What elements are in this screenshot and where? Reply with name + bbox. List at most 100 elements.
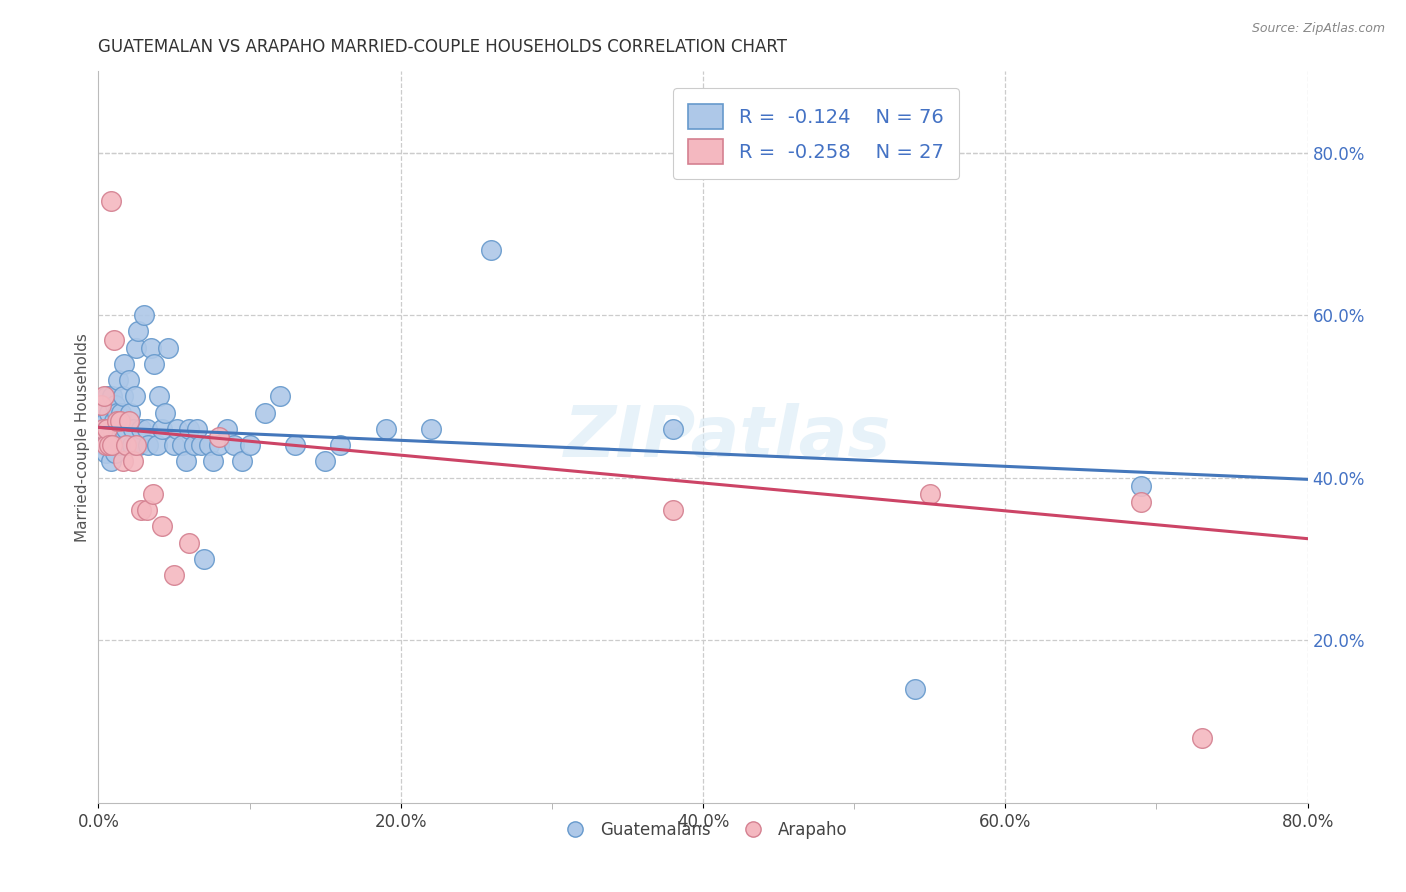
Point	[146, 438, 169, 452]
Point	[918, 487, 941, 501]
Point	[105, 414, 128, 428]
Point	[100, 194, 122, 209]
Point	[100, 454, 122, 468]
Point	[103, 438, 125, 452]
Point	[314, 454, 336, 468]
Point	[110, 406, 132, 420]
Text: ZIPatlas: ZIPatlas	[564, 402, 891, 472]
Point	[121, 438, 143, 452]
Point	[141, 341, 163, 355]
Point	[163, 568, 186, 582]
Point	[661, 422, 683, 436]
Point	[163, 438, 186, 452]
Point	[190, 438, 212, 452]
Point	[904, 681, 927, 696]
Point	[94, 414, 117, 428]
Text: Source: ZipAtlas.com: Source: ZipAtlas.com	[1251, 22, 1385, 36]
Point	[122, 454, 145, 468]
Point	[100, 438, 122, 452]
Point	[118, 373, 141, 387]
Point	[208, 438, 231, 452]
Point	[91, 406, 114, 420]
Point	[420, 422, 443, 436]
Point	[166, 422, 188, 436]
Point	[148, 389, 170, 403]
Point	[96, 422, 118, 436]
Point	[135, 422, 157, 436]
Point	[269, 389, 291, 403]
Point	[94, 438, 117, 452]
Point	[125, 438, 148, 452]
Point	[104, 398, 127, 412]
Point	[127, 325, 149, 339]
Text: GUATEMALAN VS ARAPAHO MARRIED-COUPLE HOUSEHOLDS CORRELATION CHART: GUATEMALAN VS ARAPAHO MARRIED-COUPLE HOU…	[98, 38, 787, 56]
Point	[90, 398, 112, 412]
Point	[1191, 731, 1213, 745]
Point	[153, 406, 176, 420]
Point	[179, 422, 201, 436]
Point	[481, 243, 503, 257]
Point	[112, 357, 135, 371]
Point	[101, 438, 124, 452]
Point	[174, 454, 197, 468]
Point	[98, 406, 121, 420]
Point	[1130, 479, 1153, 493]
Point	[183, 438, 205, 452]
Y-axis label: Married-couple Households: Married-couple Households	[75, 333, 90, 541]
Point	[156, 341, 179, 355]
Point	[107, 422, 129, 436]
Point	[231, 454, 253, 468]
Point	[179, 535, 201, 549]
Point	[661, 503, 683, 517]
Point	[94, 446, 117, 460]
Point	[98, 438, 121, 452]
Point	[90, 422, 112, 436]
Point	[96, 422, 118, 436]
Point	[142, 487, 165, 501]
Point	[1130, 495, 1153, 509]
Point	[108, 422, 131, 436]
Point	[197, 438, 219, 452]
Point	[136, 438, 159, 452]
Point	[120, 406, 142, 420]
Point	[150, 422, 173, 436]
Point	[253, 406, 276, 420]
Point	[114, 438, 136, 452]
Point	[125, 341, 148, 355]
Point	[93, 389, 115, 403]
Point	[101, 389, 124, 403]
Point	[202, 454, 225, 468]
Point	[107, 373, 129, 387]
Point	[193, 552, 215, 566]
Point	[374, 422, 396, 436]
Point	[129, 422, 152, 436]
Point	[224, 438, 246, 452]
Point	[215, 422, 238, 436]
Point	[150, 519, 173, 533]
Point	[103, 414, 125, 428]
Point	[284, 438, 307, 452]
Point	[132, 308, 155, 322]
Point	[103, 333, 125, 347]
Point	[96, 389, 118, 403]
Point	[111, 454, 134, 468]
Point	[105, 406, 128, 420]
Point	[129, 503, 152, 517]
Point	[170, 438, 193, 452]
Point	[104, 446, 127, 460]
Point	[114, 422, 136, 436]
Point	[91, 422, 114, 436]
Point	[111, 389, 134, 403]
Point	[122, 422, 145, 436]
Point	[111, 422, 134, 436]
Point	[110, 438, 132, 452]
Point	[208, 430, 231, 444]
Point	[143, 357, 166, 371]
Point	[101, 422, 124, 436]
Point	[128, 438, 150, 452]
Point	[105, 430, 128, 444]
Point	[108, 414, 131, 428]
Point	[115, 438, 138, 452]
Point	[98, 430, 121, 444]
Point	[329, 438, 352, 452]
